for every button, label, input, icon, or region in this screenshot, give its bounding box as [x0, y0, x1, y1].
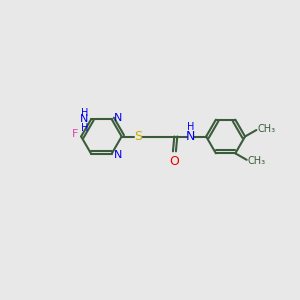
Text: S: S: [134, 130, 142, 143]
Text: N: N: [114, 150, 122, 160]
Text: CH₃: CH₃: [257, 124, 275, 134]
Text: CH₃: CH₃: [248, 156, 266, 166]
Text: N: N: [186, 130, 195, 143]
Text: N: N: [114, 113, 122, 123]
Text: H: H: [81, 123, 88, 133]
Text: H: H: [81, 108, 88, 118]
Text: O: O: [169, 154, 179, 168]
Text: F: F: [71, 129, 78, 139]
Text: N: N: [80, 114, 88, 124]
Text: H: H: [187, 122, 194, 132]
